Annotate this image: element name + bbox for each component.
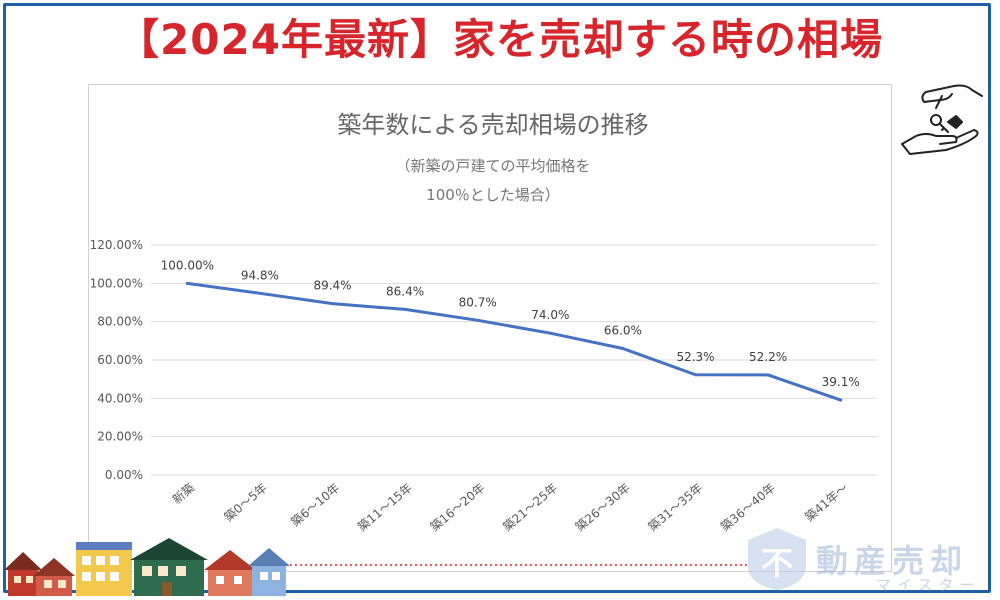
x-tick-label: 新築 (169, 480, 197, 507)
x-tick-label: 築31～35年 (645, 480, 706, 534)
chart-area: 築年数による売却相場の推移 （新築の戸建ての平均価格を 100％とした場合） 0… (88, 84, 892, 572)
x-tick-label: 築26～30年 (572, 480, 633, 534)
data-label: 100.00% (161, 258, 214, 272)
data-point (621, 347, 625, 350)
x-tick-label: 築0～5年 (221, 480, 270, 524)
data-label: 52.2% (749, 350, 787, 364)
x-tick-label: 築6～10年 (288, 480, 343, 529)
chart-subtitle-line-1: （新築の戸建ての平均価格を (395, 157, 590, 175)
y-tick-label: 40.00% (97, 391, 143, 405)
data-point (331, 302, 334, 306)
page-frame (3, 3, 991, 593)
ground-line (290, 564, 750, 566)
watermark-badge-text: 不 (760, 544, 793, 582)
data-point (258, 291, 262, 295)
data-point (185, 281, 189, 285)
chart-title: 築年数による売却相場の推移 (337, 111, 648, 139)
y-tick-label: 100.00% (90, 276, 143, 290)
data-label: 89.4% (313, 279, 351, 293)
data-label: 52.3% (676, 350, 714, 364)
watermark-logo: 不 動産売却 マイスター (744, 524, 984, 596)
data-point (476, 318, 480, 322)
data-label: 80.7% (459, 295, 497, 309)
data-point (548, 331, 552, 335)
watermark-brand: 動産売却 (816, 542, 969, 580)
y-tick-label: 80.00% (97, 315, 143, 329)
chart-subtitle-line-2: 100％とした場合） (426, 186, 560, 204)
data-label: 39.1% (822, 375, 860, 389)
data-point (839, 398, 843, 402)
y-tick-label: 120.00% (90, 238, 143, 252)
series-line (185, 281, 843, 402)
line-chart: 築年数による売却相場の推移 （新築の戸建ての平均価格を 100％とした場合） 0… (90, 111, 877, 534)
data-label: 94.8% (241, 268, 279, 282)
watermark-badge-icon (748, 528, 806, 590)
house-row-illustration (4, 538, 290, 596)
x-tick-label: 築11～15年 (354, 480, 415, 534)
watermark-sub: マイスター (876, 576, 981, 594)
data-point (403, 307, 407, 311)
x-tick-label: 築16～20年 (427, 480, 488, 534)
x-tick-label: 築41年～ (802, 480, 851, 524)
key-handover-icon (901, 84, 983, 155)
data-label: 86.4% (386, 284, 424, 298)
data-label: 74.0% (531, 308, 569, 322)
data-point (694, 373, 697, 377)
page-title: 【2024年最新】家を売却する時の相場 (117, 15, 883, 64)
y-tick-label: 20.00% (97, 430, 143, 444)
y-tick-label: 0.00% (105, 468, 143, 482)
y-tick-label: 60.00% (97, 353, 143, 367)
data-point (766, 373, 770, 377)
x-tick-label: 築21～25年 (500, 480, 561, 534)
data-label: 66.0% (604, 324, 642, 338)
